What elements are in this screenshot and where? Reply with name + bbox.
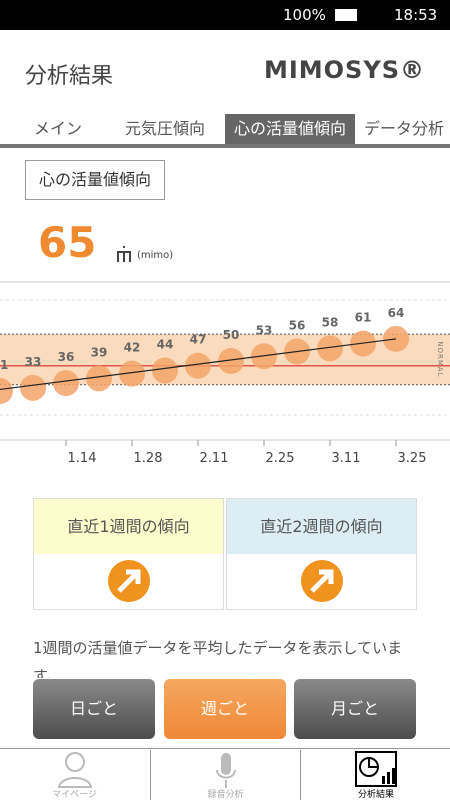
normal-label: NORMAL [436, 341, 444, 377]
data-point [119, 360, 145, 387]
data-point [317, 335, 343, 362]
clock: 18:53 [394, 6, 438, 24]
nav-label: 分析結果 [357, 790, 394, 800]
battery-icon [335, 9, 357, 21]
data-label: 56 [289, 319, 306, 333]
nav-label: マイページ [52, 790, 97, 800]
nav-icon [57, 752, 92, 788]
x-tick-label: 1.28 [134, 451, 163, 466]
data-point [152, 357, 178, 384]
card-title: 直近1週間の傾向 [34, 499, 223, 554]
trend-card[interactable]: 直近1週間の傾向 [33, 498, 224, 610]
data-point [86, 365, 112, 392]
tab-underline [0, 144, 450, 148]
description: 1週間の活量値データを平均したデータを表示しています。 [33, 639, 403, 678]
data-label: 47 [190, 333, 207, 347]
nav-icon [355, 751, 397, 787]
data-point [218, 348, 244, 374]
x-tick-label: 2.25 [266, 451, 295, 466]
section-label: 心の活量値傾向 [25, 160, 165, 200]
brand: MIMOSYS® [263, 56, 425, 84]
data-label: 61 [355, 311, 372, 325]
tab[interactable]: 元気圧傾向 [125, 119, 206, 138]
card-title: 直近2週間の傾向 [227, 499, 416, 554]
mimo-icon [117, 246, 131, 262]
data-point [185, 352, 211, 379]
nav-border [0, 748, 450, 749]
data-label: 58 [322, 315, 339, 329]
trend-line [0, 338, 397, 391]
data-label: 36 [58, 350, 75, 364]
data-point [0, 378, 13, 405]
period-button[interactable]: 月ごと [294, 679, 416, 739]
status-bar: 100% 18:53 [0, 0, 450, 30]
score-value: 65 [38, 218, 97, 267]
x-tick-label: 1.14 [68, 451, 97, 466]
nav-label: 録音分析 [207, 790, 244, 800]
period-button-active[interactable]: 週ごと [164, 679, 286, 739]
nav-item[interactable]: 録音分析 [150, 750, 300, 800]
data-label: 53 [256, 323, 273, 337]
data-label: 50 [223, 328, 240, 342]
score-unit: (mimo) [137, 250, 174, 261]
data-label: 42 [124, 341, 141, 355]
data-label: 33 [25, 355, 42, 369]
nav-icon [215, 753, 236, 788]
chart: NORMAL 31 33 36 39 42 44 47 50 53 56 58 61 64 1.14 1.28… [0, 281, 450, 466]
nav-item[interactable]: マイページ [0, 750, 149, 800]
data-point [53, 370, 79, 397]
data-point [20, 374, 46, 401]
tab[interactable]: データ分析 [364, 119, 445, 138]
tab-active[interactable]: 心の活量値傾向 [225, 114, 355, 144]
period-button[interactable]: 日ごと [33, 679, 155, 739]
data-label: 44 [157, 337, 174, 351]
trend-card[interactable]: 直近2週間の傾向 [226, 498, 417, 610]
page-title: 分析結果 [25, 64, 114, 89]
x-tick-label: 3.25 [398, 451, 427, 466]
x-tick-label: 3.11 [332, 451, 361, 466]
data-label: 64 [388, 306, 405, 320]
tab[interactable]: メイン [34, 119, 83, 138]
nav-item[interactable]: 分析結果 [300, 750, 450, 800]
x-tick-label: 2.11 [200, 451, 229, 466]
arrow-icon [301, 560, 343, 602]
data-label: 31 [0, 358, 8, 372]
battery-level: 100% [283, 6, 326, 24]
data-label: 39 [91, 345, 108, 359]
arrow-icon [108, 560, 150, 602]
